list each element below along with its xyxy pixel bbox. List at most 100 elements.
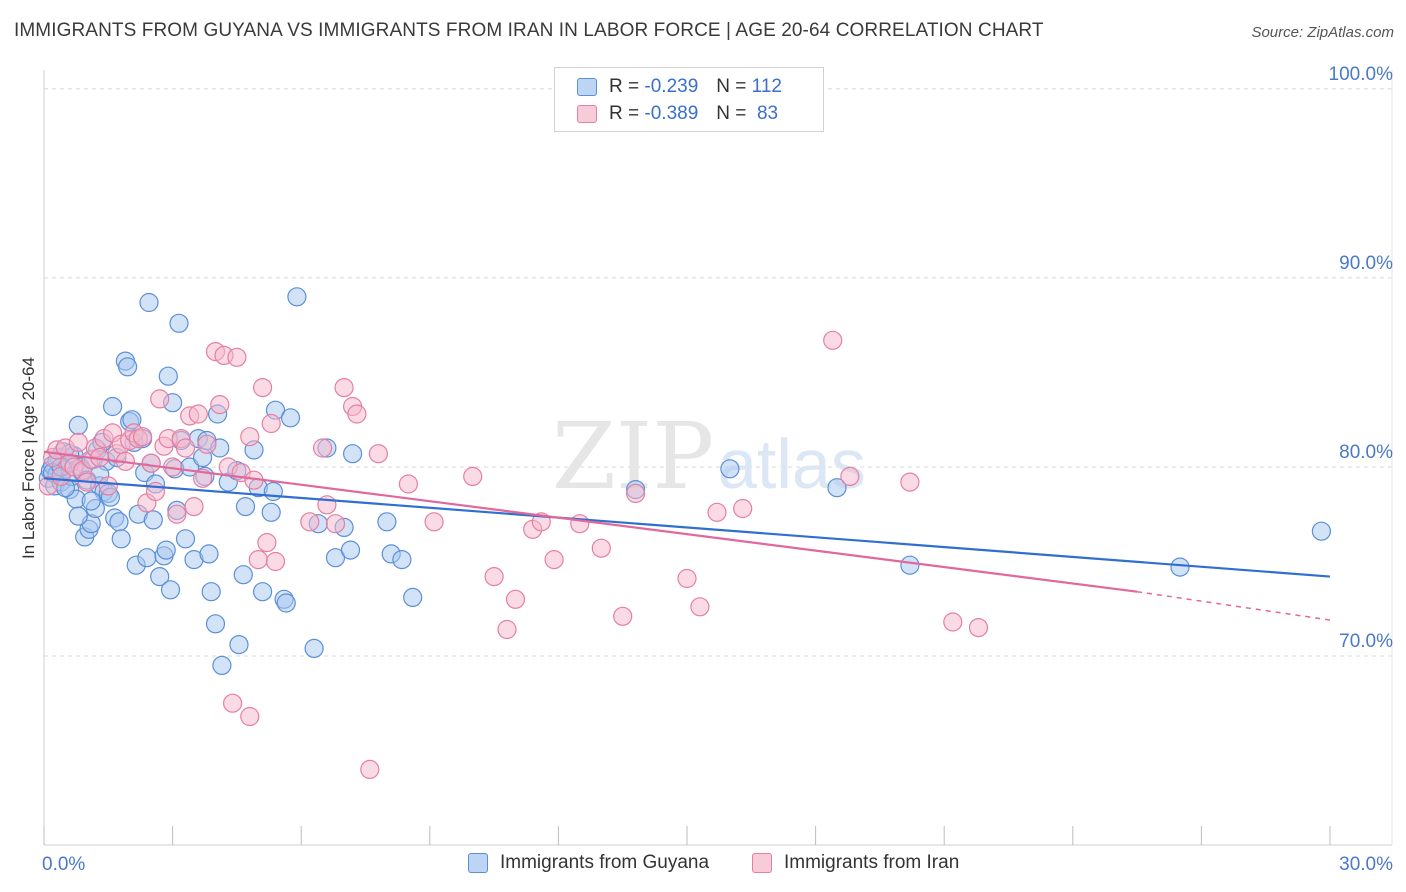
point-iran [613, 606, 633, 626]
y-tick-label: 90.0% [1339, 253, 1393, 274]
point-guyana [377, 512, 397, 532]
point-guyana [1170, 557, 1190, 577]
point-guyana [199, 544, 219, 564]
legend-swatch-guyana [468, 853, 488, 873]
chart-title: IMMIGRANTS FROM GUYANA VS IMMIGRANTS FRO… [14, 20, 1044, 41]
x-tick-label: 0.0% [42, 854, 85, 875]
tick-labels: 100.0% 90.0% 80.0% 70.0% 0.0% 30.0% [42, 64, 1393, 875]
point-guyana [175, 529, 196, 549]
point-guyana [233, 565, 253, 585]
y-tick-label: 70.0% [1339, 631, 1393, 652]
legend-row-guyana: R = -0.239 N = 112 [577, 74, 782, 100]
point-iran [424, 512, 444, 532]
legend-swatch-iran [577, 105, 597, 123]
point-guyana [235, 497, 256, 517]
point-iran [257, 532, 277, 553]
point-iran [141, 453, 161, 473]
y-axis-label: In Labor Force | Age 20-64 [19, 357, 38, 559]
point-guyana [900, 555, 920, 575]
legend-swatch-guyana [577, 78, 597, 96]
point-guyana [81, 491, 101, 511]
point-iran [300, 512, 320, 532]
point-guyana [280, 408, 301, 428]
point-iran [690, 597, 710, 617]
point-iran [570, 514, 590, 534]
point-iran [707, 502, 727, 522]
point-iran [823, 330, 843, 350]
legend-n-label: N = [716, 76, 747, 97]
point-iran [840, 466, 860, 486]
point-iran [968, 617, 989, 638]
point-guyana [229, 634, 249, 655]
point-guyana [304, 638, 324, 659]
point-guyana [253, 582, 273, 602]
trend-line-guyana [43, 477, 1331, 578]
legend-item-guyana: Immigrants from Guyana [468, 852, 709, 874]
point-guyana [68, 506, 88, 526]
legend-swatch-iran [752, 853, 772, 873]
point-iran [463, 466, 483, 486]
legend-n-value-guyana: 112 [751, 76, 782, 97]
point-iran [505, 589, 526, 609]
point-iran [248, 549, 268, 570]
x-tick-label: 30.0% [1339, 854, 1393, 875]
trend-line-iran [43, 450, 1138, 593]
point-iran [265, 551, 286, 572]
point-guyana [212, 655, 232, 676]
point-iran [900, 472, 920, 492]
point-iran [368, 444, 388, 464]
legend-item-iran: Immigrants from Iran [752, 852, 959, 874]
point-iran [325, 514, 346, 534]
point-guyana [102, 396, 123, 417]
point-guyana [403, 587, 423, 608]
point-iran [398, 474, 418, 494]
y-tick-label: 80.0% [1339, 442, 1393, 463]
point-guyana [720, 459, 740, 479]
point-guyana [143, 510, 163, 530]
source-label: Source: ZipAtlas.com [1251, 24, 1394, 41]
point-guyana [343, 444, 363, 464]
point-guyana [137, 548, 157, 568]
legend-r-value-guyana: -0.239 [644, 76, 699, 97]
point-iran [484, 566, 504, 587]
point-guyana [169, 313, 189, 333]
point-guyana [261, 502, 281, 522]
point-iran [497, 619, 517, 640]
point-iran [240, 706, 260, 727]
legend-label-iran: Immigrants from Iran [784, 852, 960, 873]
trend-line-iran-extension [1136, 590, 1331, 621]
point-guyana [276, 593, 296, 613]
point-iran [544, 549, 564, 570]
correlation-legend: R = -0.239 N = 112 R = -0.389 N = 83 [554, 67, 824, 132]
point-iran [150, 389, 170, 409]
legend-r-label: R = [609, 103, 640, 124]
point-iran [145, 481, 166, 502]
point-guyana [111, 529, 131, 549]
point-guyana [158, 366, 178, 386]
point-iran [197, 434, 217, 454]
point-iran [253, 378, 273, 398]
point-guyana [150, 566, 170, 587]
y-tick-label: 100.0% [1329, 64, 1394, 85]
point-guyana [68, 415, 88, 435]
point-iran [347, 404, 367, 424]
point-iran [184, 497, 204, 517]
point-guyana [1311, 521, 1332, 541]
point-guyana [263, 481, 283, 502]
point-iran [133, 427, 153, 447]
point-guyana [117, 357, 138, 377]
point-iran [261, 413, 281, 434]
point-guyana [205, 614, 226, 634]
point-guyana [325, 548, 346, 568]
point-iran [240, 427, 260, 447]
point-guyana [160, 580, 181, 600]
point-guyana [287, 287, 307, 307]
point-iran [167, 504, 187, 524]
point-iran [313, 438, 333, 458]
series-legend: Immigrants from Guyana Immigrants from I… [0, 852, 1406, 878]
point-iran [334, 378, 354, 398]
point-iran [210, 395, 230, 415]
point-iran [223, 693, 243, 713]
legend-label-guyana: Immigrants from Guyana [500, 852, 710, 873]
